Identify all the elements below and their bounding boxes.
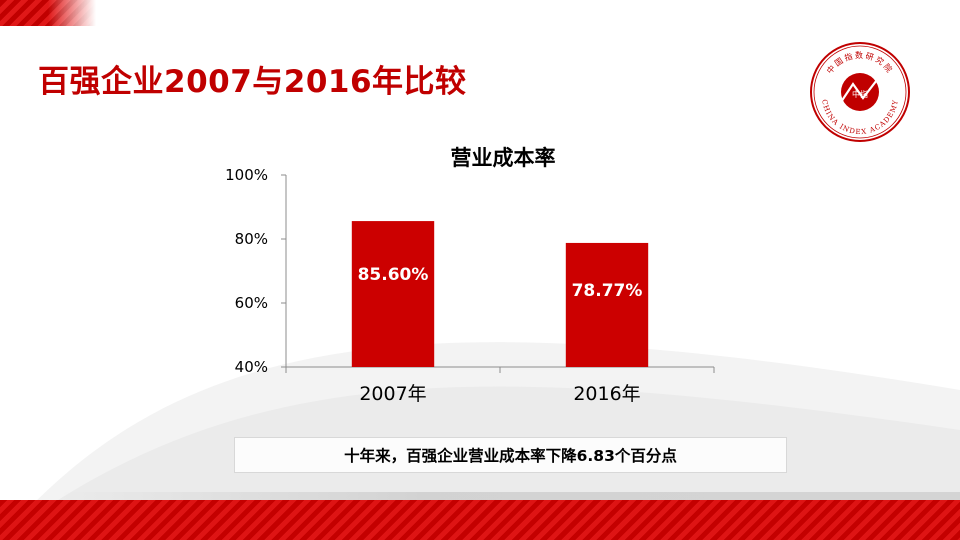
logo-center-chars: 中指: [852, 89, 868, 99]
y-tick-label: 100%: [225, 166, 268, 184]
data-label: 85.60%: [358, 265, 429, 285]
chart-title: 营业成本率: [451, 146, 556, 170]
y-axis: 40% 60% 80% 100%: [225, 166, 287, 376]
y-tick-label: 60%: [235, 294, 268, 312]
x-axis: 2007年 2016年: [285, 366, 715, 405]
caption-box: 十年来，百强企业营业成本率下降6.83个百分点: [234, 437, 787, 473]
bottom-shadow: [60, 492, 960, 502]
bars: 85.60% 78.77%: [351, 221, 649, 367]
x-tick-label: 2016年: [573, 383, 640, 405]
china-index-academy-logo: 中国指数研究院 CHINA INDEX ACADEMY 中指: [810, 42, 910, 142]
bar: [351, 221, 435, 367]
data-label: 78.77%: [572, 281, 643, 301]
x-tick-label: 2007年: [359, 383, 426, 405]
top-stripe-fade: [0, 0, 960, 26]
y-tick-label: 80%: [235, 230, 268, 248]
slide-title: 百强企业2007与2016年比较: [38, 64, 467, 100]
y-tick-label: 40%: [235, 358, 268, 376]
caption-text: 十年来，百强企业营业成本率下降6.83个百分点: [344, 447, 677, 465]
bottom-bar: [0, 500, 960, 540]
bar-chart: 营业成本率 40% 60% 80% 100% 2007年 2016年 85.60% 78.…: [225, 146, 715, 405]
bar: [565, 242, 649, 367]
logo-text-cn: 中国指数研究院: [824, 50, 895, 76]
